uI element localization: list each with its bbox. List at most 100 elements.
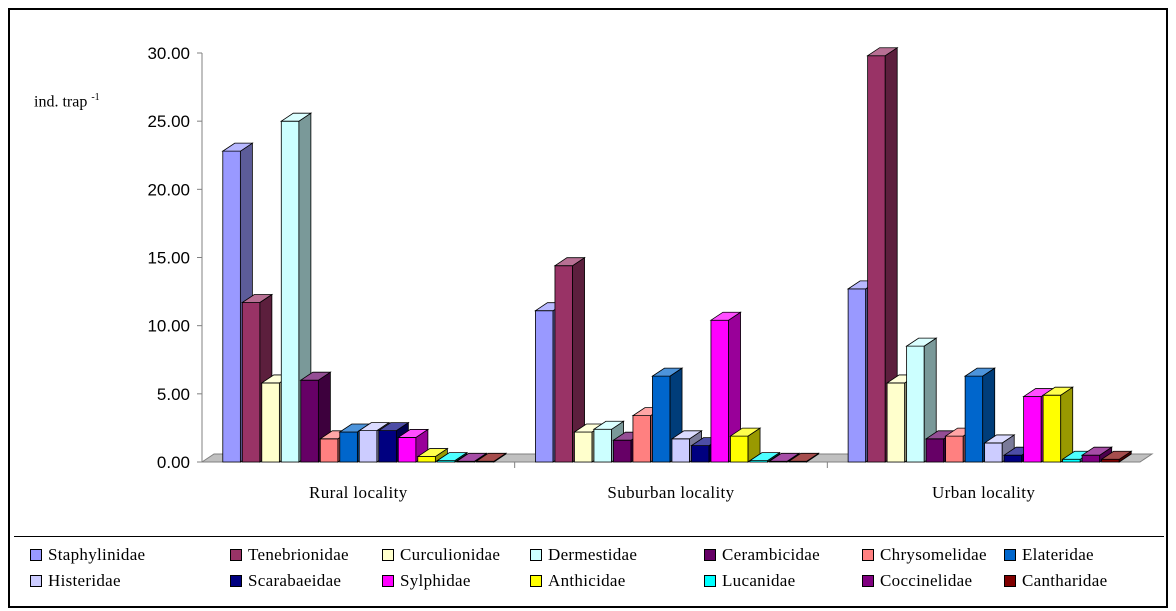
x-tick-label: Rural locality — [309, 483, 408, 502]
bar-front — [300, 379, 319, 463]
legend-swatch — [382, 575, 394, 587]
bar-front — [1101, 458, 1120, 463]
bar-front — [535, 310, 554, 463]
bar — [768, 452, 801, 463]
legend-item: Curculionidae — [382, 545, 500, 565]
legend-swatch — [704, 575, 716, 587]
y-tick-label: 25.00 — [147, 112, 190, 131]
bar-top — [357, 422, 391, 432]
y-tick-label: 10.00 — [147, 317, 190, 336]
bars — [221, 46, 1133, 463]
legend-swatch — [530, 549, 542, 561]
legend-item: Cantharidae — [1004, 571, 1107, 591]
legend-swatch — [704, 549, 716, 561]
bar-top — [396, 429, 430, 438]
bar — [474, 452, 508, 463]
bar-front — [1023, 396, 1042, 463]
legend-item: Lucanidae — [704, 571, 796, 591]
legend-item: Staphylinidae — [30, 545, 145, 565]
legend-swatch — [382, 549, 394, 561]
y-tick-label: 5.00 — [157, 385, 190, 404]
bar-top — [1100, 450, 1133, 460]
legend-label: Curculionidae — [400, 545, 501, 564]
bar-front — [358, 430, 378, 463]
bar-front — [691, 445, 710, 463]
bar-front — [574, 431, 593, 463]
bar-front — [554, 265, 573, 463]
bar-top — [670, 430, 703, 440]
bar-top — [768, 452, 801, 462]
legend-item: Coccinelidae — [862, 571, 972, 591]
legend-item: Scarabaeidae — [230, 571, 341, 591]
legend-label: Sylphidae — [400, 571, 471, 590]
legend-item: Cerambicidae — [704, 545, 820, 565]
bar — [866, 46, 899, 463]
legend-swatch — [30, 575, 42, 587]
bar-front — [241, 302, 261, 463]
bar-front — [652, 375, 671, 463]
x-tick-label: Urban locality — [932, 483, 1035, 502]
legend-label: Cerambicidae — [722, 545, 820, 564]
y-tick-label: 20.00 — [147, 180, 190, 199]
legend-label: Lucanidae — [722, 571, 796, 590]
bar-top — [651, 367, 684, 377]
bar-front — [222, 150, 241, 463]
bar-front — [671, 438, 690, 463]
bar-front — [710, 319, 729, 463]
bar-top — [866, 47, 899, 57]
bar-top — [279, 112, 313, 122]
legend-swatch — [862, 575, 874, 587]
bar-top — [592, 420, 625, 430]
bar — [748, 451, 781, 463]
legend-label: Scarabaeidae — [248, 571, 342, 590]
legend-swatch — [230, 575, 242, 587]
bar-front — [593, 428, 612, 463]
bar — [787, 452, 820, 463]
legend-item: Sylphidae — [382, 571, 471, 591]
y-axis-label-exponent: -1 — [91, 92, 100, 103]
bar-front — [632, 415, 651, 463]
bar-top — [240, 294, 274, 303]
bar-top — [553, 257, 586, 267]
legend-label: Coccinelidae — [880, 571, 973, 590]
bar-top — [377, 422, 410, 432]
legend-swatch — [230, 549, 242, 561]
legend-swatch — [30, 549, 42, 561]
bar — [553, 256, 586, 463]
bar — [729, 427, 762, 463]
bar — [1041, 386, 1075, 463]
legend-label: Tenebrionidae — [248, 545, 349, 564]
bar-top — [1041, 386, 1075, 396]
legend-item: Histeridae — [30, 571, 121, 591]
legend-item: Anthicidae — [530, 571, 626, 591]
bar-front — [847, 288, 867, 463]
bar-front — [906, 345, 925, 463]
bar-front — [319, 438, 339, 463]
bar-top — [729, 427, 762, 437]
bar-front — [261, 382, 280, 463]
legend-label: Anthicidae — [548, 571, 626, 590]
legend-swatch — [1004, 549, 1016, 561]
bar-front — [1003, 454, 1023, 463]
bar-front — [984, 442, 1003, 463]
bar — [435, 451, 469, 463]
bar-front — [339, 431, 358, 463]
legend-label: Chrysomelidae — [880, 545, 987, 564]
chart-frame — [8, 8, 1168, 608]
bar-top — [905, 337, 938, 347]
bar-front — [1062, 458, 1081, 463]
x-tick-label: Suburban locality — [607, 483, 734, 502]
bar-top — [748, 452, 781, 462]
bar-top — [299, 371, 332, 381]
bar — [1080, 446, 1114, 463]
legend-label: Elateridae — [1022, 545, 1094, 564]
bar — [396, 428, 430, 463]
bar-front — [964, 375, 984, 463]
bar-top — [983, 434, 1016, 444]
bar-top — [963, 367, 997, 377]
bar — [905, 337, 938, 463]
legend-item: Tenebrionidae — [230, 545, 349, 565]
legend-label: Dermestidae — [548, 545, 638, 564]
bar-top — [474, 452, 508, 462]
